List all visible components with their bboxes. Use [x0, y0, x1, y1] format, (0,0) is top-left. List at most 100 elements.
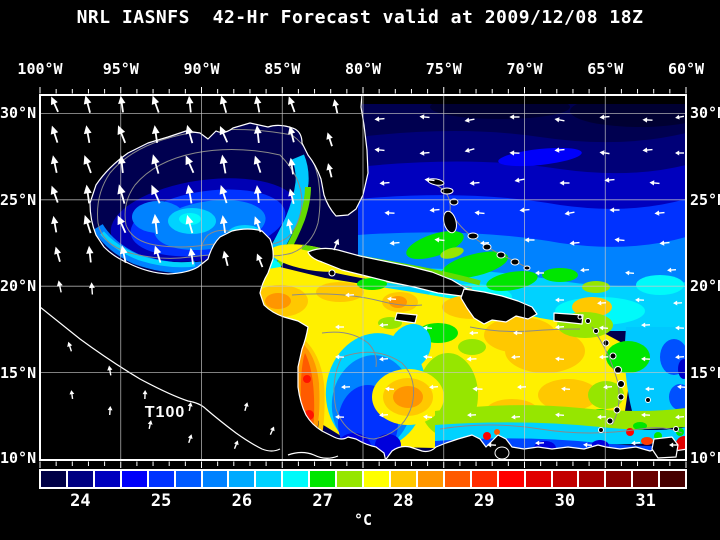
vector-arrow: [379, 412, 389, 418]
colorbar-cell: [283, 471, 309, 487]
lat-label: 10°N: [0, 448, 37, 467]
vector-arrow: [480, 240, 490, 246]
vector-arrow: [599, 114, 610, 120]
vector-arrow: [519, 207, 530, 213]
lon-label: 95°W: [102, 60, 139, 78]
vector-arrow: [83, 155, 92, 174]
colorbar-tick-label: 24: [70, 491, 91, 511]
colorbar-cell: [633, 471, 659, 487]
vector-arrow: [187, 434, 193, 444]
vector-arrow: [583, 442, 593, 448]
colorbar-cell: [660, 471, 686, 487]
vector-arrow: [645, 386, 654, 392]
vector-arrow: [659, 240, 670, 246]
vector-arrow: [509, 150, 520, 156]
lat-label: 30°N: [690, 104, 720, 123]
vector-arrow: [151, 213, 161, 235]
vector-arrow: [469, 180, 480, 186]
map-canvas: [39, 87, 687, 468]
vector-arrow: [464, 147, 475, 153]
vector-arrow: [614, 237, 625, 243]
vector-arrow: [253, 125, 262, 144]
vector-arrow: [147, 420, 153, 430]
vector-arrow: [509, 114, 520, 120]
colorbar-tick-label: 30: [554, 491, 576, 511]
vector-arrow: [185, 214, 194, 234]
colorbar-cell: [417, 471, 443, 487]
vector-arrow: [535, 270, 544, 276]
lon-label: 100°W: [17, 60, 63, 78]
vector-arrow: [50, 185, 59, 203]
vector-arrow: [332, 99, 339, 114]
vector-arrow: [466, 356, 477, 362]
vector-arrow: [635, 297, 645, 303]
vector-arrow: [219, 184, 228, 204]
vector-arrow: [511, 414, 521, 420]
vector-arrow: [151, 154, 160, 174]
vector-arrow: [675, 325, 685, 331]
vector-arrow: [83, 125, 92, 144]
page-title: NRL IASNFS 42-Hr Forecast valid at 2009/…: [76, 7, 644, 28]
vector-arrow: [335, 354, 345, 360]
lon-label: 80°W: [344, 60, 382, 78]
vector-arrow: [50, 155, 59, 174]
vector-arrow: [88, 282, 95, 295]
vector-arrow: [83, 95, 92, 113]
vector-arrow: [253, 185, 262, 204]
vector-arrow: [625, 270, 635, 276]
vector-arrow: [429, 384, 439, 390]
vector-arrow: [185, 124, 194, 144]
vector-arrow: [675, 150, 684, 156]
vector-arrow: [219, 215, 228, 234]
vector-arrow: [472, 386, 483, 392]
colorbar-cell: [41, 471, 66, 487]
coastline-pacific: [40, 306, 339, 459]
vector-arrow: [51, 215, 59, 233]
vector-arrow: [341, 384, 351, 390]
vector-arrow: [326, 163, 333, 178]
vector-arrow: [419, 150, 430, 156]
field-atlantic: [358, 95, 686, 335]
land-north-central-america: [40, 95, 387, 460]
vector-arrow: [423, 354, 433, 360]
vector-arrow: [222, 250, 230, 267]
vector-arrow: [107, 365, 113, 376]
vector-arrow: [233, 440, 239, 449]
vector-arrow: [119, 245, 128, 264]
vector-arrow: [151, 184, 161, 204]
colorbar-tick-label: 29: [473, 491, 495, 511]
vector-arrow: [673, 300, 683, 306]
colorbar-cell: [175, 471, 201, 487]
vector-arrow: [288, 188, 296, 205]
vector-arrow: [469, 330, 479, 336]
vector-arrow: [641, 412, 651, 418]
vector-arrow: [117, 125, 127, 144]
vector-arrow: [599, 354, 609, 360]
colorbar-tick-label: 31: [635, 491, 656, 511]
vector-arrow: [599, 325, 609, 331]
land-trinidad: [651, 436, 679, 459]
vector-arrow: [675, 354, 685, 360]
colorbar-cell: [498, 471, 524, 487]
colorbar-cell: [67, 471, 93, 487]
vector-arrow: [288, 157, 296, 175]
vector-arrow: [219, 125, 229, 143]
vector-arrow: [288, 125, 296, 143]
axis-ticks: [39, 87, 687, 468]
vector-arrow: [142, 390, 148, 400]
lon-label: 65°W: [587, 60, 624, 78]
vector-arrow: [379, 356, 389, 362]
vector-arrow: [333, 238, 340, 251]
colorbar-cell: [94, 471, 120, 487]
vector-arrow: [564, 210, 575, 216]
lat-label: 20°N: [690, 277, 720, 296]
vector-arrow: [419, 114, 430, 120]
colorbar-tick-label: 25: [150, 491, 172, 511]
vector-arrow: [654, 210, 665, 216]
lake-maracaibo: [494, 446, 510, 460]
colorbar-cell: [552, 471, 578, 487]
vector-arrow: [384, 210, 395, 216]
vector-arrow: [83, 184, 92, 204]
vector-arrow: [56, 280, 63, 293]
